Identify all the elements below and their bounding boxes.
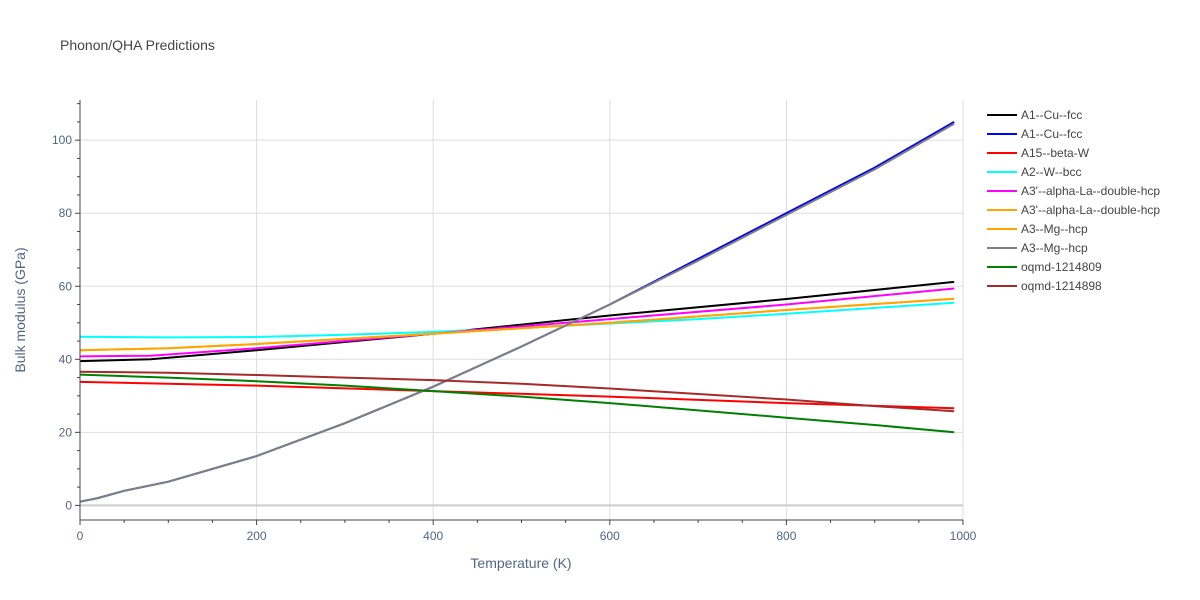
- legend-item[interactable]: oqmd-1214809: [987, 260, 1102, 274]
- series-line-3[interactable]: [79, 380, 955, 410]
- y-tick-label: 100: [52, 133, 72, 147]
- legend-label: A3'--alpha-La--double-hcp: [1021, 203, 1160, 217]
- legend-item[interactable]: A3'--alpha-La--double-hcp: [987, 203, 1160, 217]
- legend-label: A3--Mg--hcp: [1021, 222, 1088, 236]
- legend-item[interactable]: A1--Cu--fcc: [987, 108, 1082, 122]
- legend-item[interactable]: A3--Mg--hcp: [987, 222, 1088, 236]
- x-tick-label: 800: [776, 529, 796, 543]
- y-axis-title: Bulk modulus (GPa): [12, 247, 28, 372]
- legend-label: A1--Cu--fcc: [1021, 108, 1082, 122]
- x-tick-label: 600: [600, 529, 620, 543]
- y-tick-label: 40: [59, 352, 73, 366]
- legend-label: A1--Cu--fcc: [1021, 127, 1082, 141]
- legend-label: A2--W--bcc: [1021, 165, 1081, 179]
- legend-item[interactable]: oqmd-1214898: [987, 279, 1102, 293]
- gridlines: [80, 100, 964, 520]
- y-tick-label: 0: [65, 498, 72, 512]
- x-tick-label: 400: [423, 529, 443, 543]
- legend[interactable]: A1--Cu--fcc A1--Cu--fcc A15--beta-W A2--W--…: [987, 108, 1160, 293]
- legend-item[interactable]: A3--Mg--hcp: [987, 241, 1088, 255]
- legend-item[interactable]: A2--W--bcc: [987, 165, 1081, 179]
- series-line-10[interactable]: [79, 370, 955, 413]
- x-tick-label: 1000: [950, 529, 977, 543]
- legend-item[interactable]: A3'--alpha-La--double-hcp: [987, 184, 1160, 198]
- x-tick-label: 0: [77, 529, 84, 543]
- legend-item[interactable]: A15--beta-W: [987, 146, 1090, 160]
- series-line-8[interactable]: [79, 122, 955, 503]
- legend-label: A3--Mg--hcp: [1021, 241, 1088, 255]
- plot-area[interactable]: [79, 121, 955, 503]
- y-tick-label: 60: [59, 279, 73, 293]
- series-line-7[interactable]: [79, 297, 955, 352]
- legend-label: oqmd-1214898: [1021, 279, 1102, 293]
- legend-label: oqmd-1214809: [1021, 260, 1102, 274]
- axes: 0 200 400 600 800 1000 0 20 40 60 80 100: [52, 100, 977, 543]
- x-tick-label: 200: [247, 529, 267, 543]
- chart-title: Phonon/QHA Predictions: [60, 37, 215, 53]
- y-tick-label: 20: [59, 425, 73, 439]
- x-axis-title: Temperature (K): [470, 555, 571, 571]
- series-line-9[interactable]: [79, 373, 955, 434]
- legend-item[interactable]: A1--Cu--fcc: [987, 127, 1082, 141]
- legend-label: A3'--alpha-La--double-hcp: [1021, 184, 1160, 198]
- y-tick-label: 80: [59, 206, 73, 220]
- legend-label: A15--beta-W: [1021, 146, 1090, 160]
